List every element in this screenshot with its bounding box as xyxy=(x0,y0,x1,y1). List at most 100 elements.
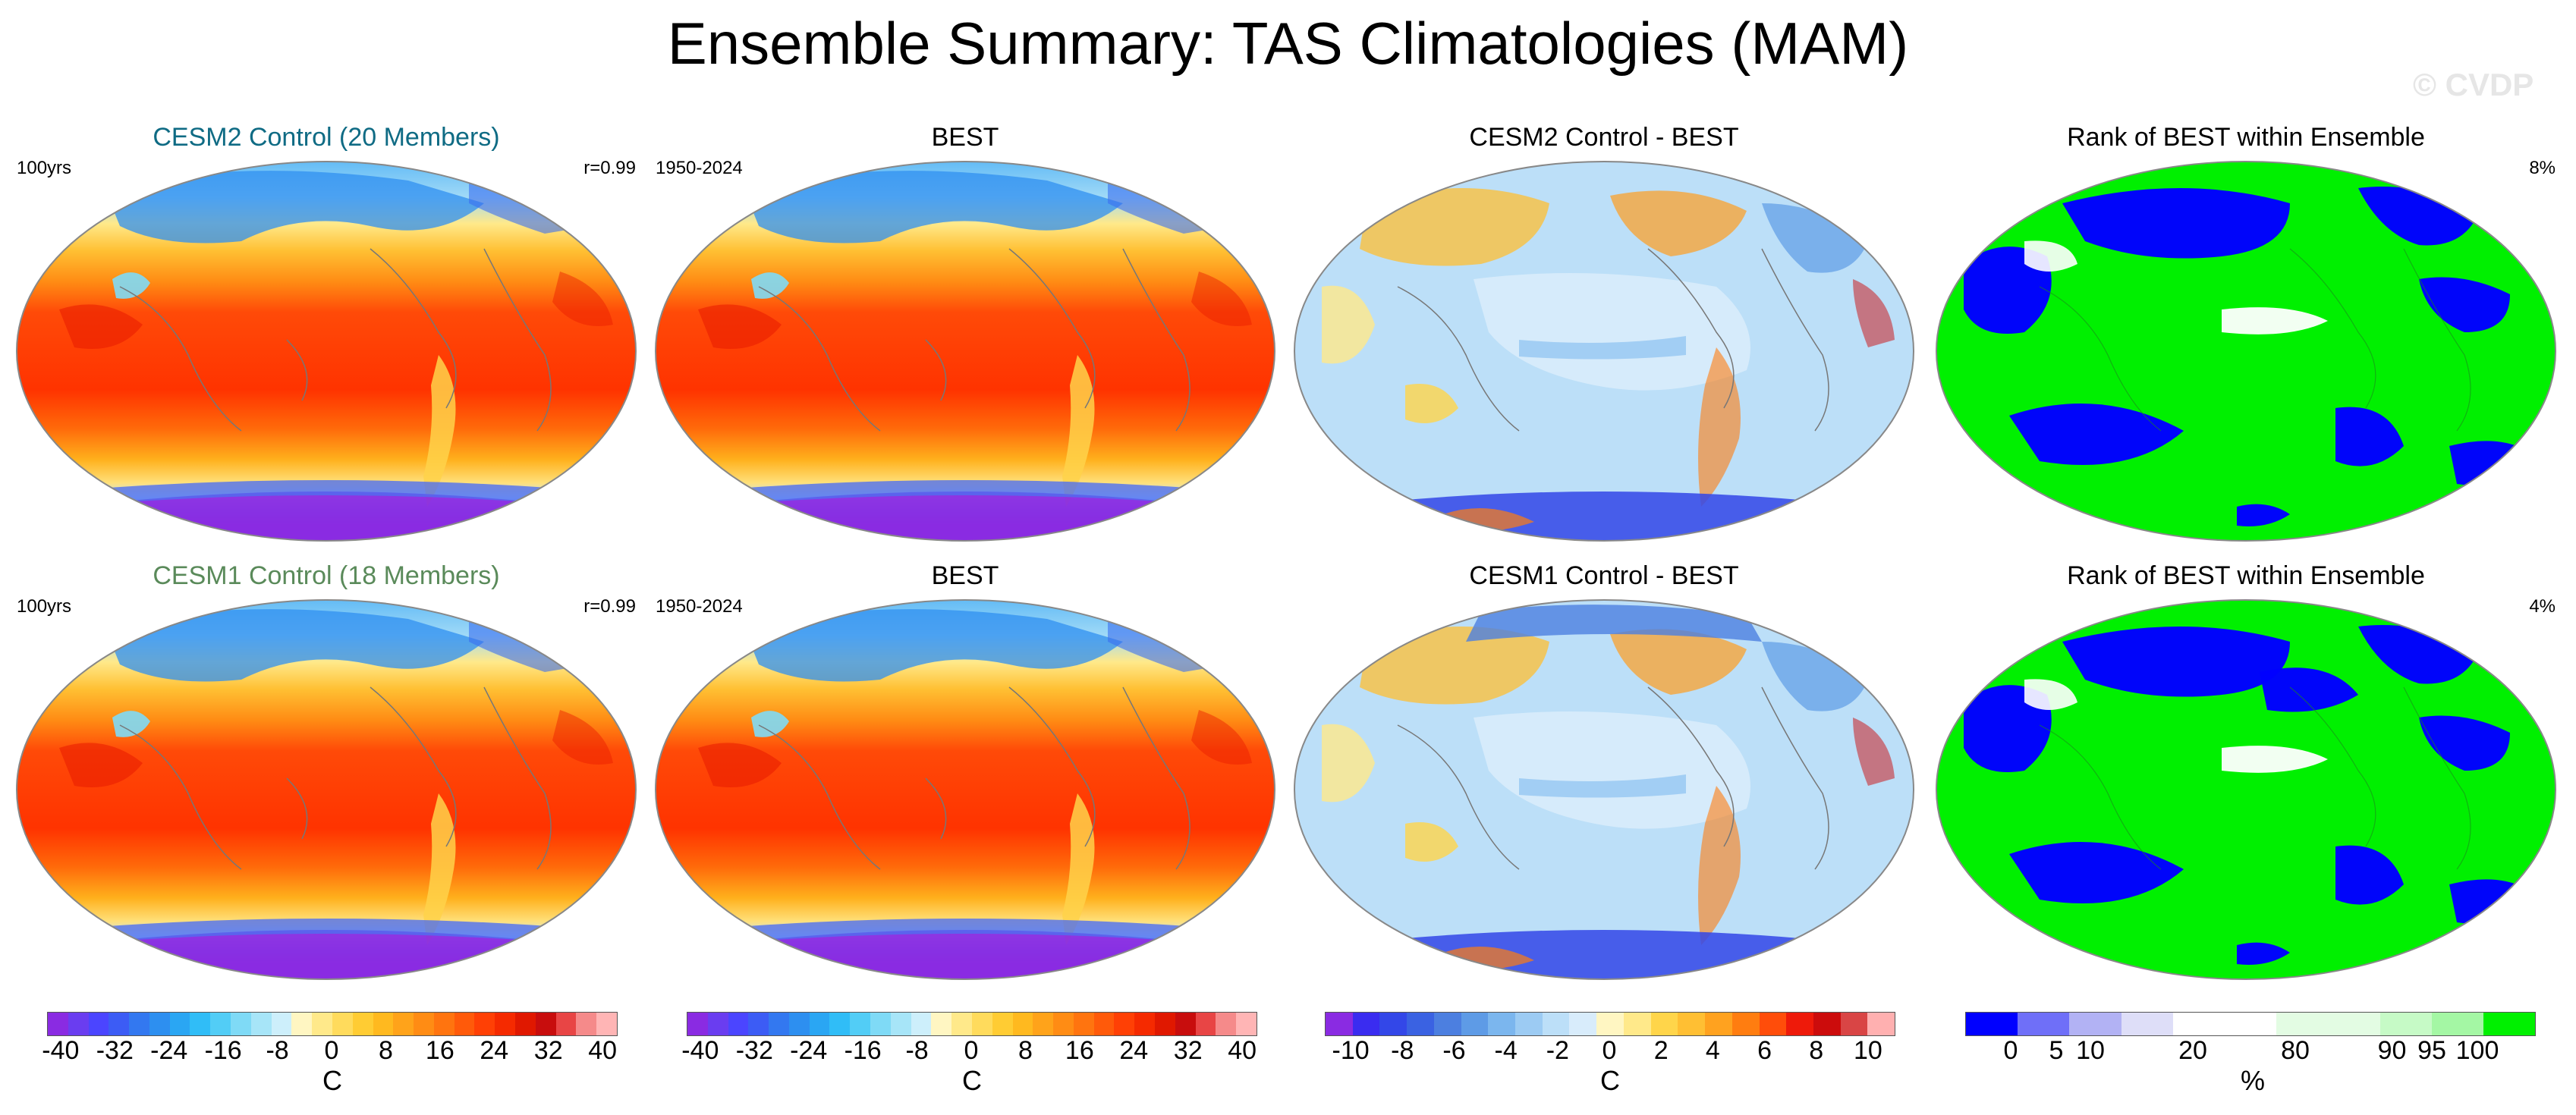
colorbar-swatch xyxy=(352,1013,373,1035)
colorbar-swatch xyxy=(728,1013,749,1035)
colorbar-swatch xyxy=(1433,1013,1461,1035)
panel-corner-left: 100yrs xyxy=(17,596,72,617)
colorbar-tick-label: 2 xyxy=(1653,1036,1669,1065)
colorbar-swatch xyxy=(1650,1013,1678,1035)
colorbar-tick-label: -6 xyxy=(1442,1036,1466,1065)
colorbar-swatch xyxy=(1759,1013,1787,1035)
colorbar-tick-label: -8 xyxy=(1391,1036,1414,1065)
colorbar-tick-label: 20 xyxy=(2178,1036,2207,1065)
colorbar-swatch xyxy=(870,1013,891,1035)
colorbar-swatch xyxy=(312,1013,332,1035)
colorbar-swatch xyxy=(1012,1013,1033,1035)
colorbar-swatch xyxy=(1073,1013,1094,1035)
colorbar-swatch xyxy=(1134,1013,1155,1035)
colorbar-swatch xyxy=(596,1013,617,1035)
colorbar-tick-label: -4 xyxy=(1494,1036,1518,1065)
colorbar-tick-label: 95 xyxy=(2417,1036,2446,1065)
colorbar-tick-label: 40 xyxy=(1228,1036,1257,1065)
colorbar-swatch xyxy=(1542,1013,1570,1035)
colorbar-swatch xyxy=(210,1013,231,1035)
colorbar-tick-label: 32 xyxy=(533,1036,563,1065)
colorbar-ticks: -40 -32 -24 -16 -8 0 8 16 24 32 40 xyxy=(42,1036,617,1069)
colorbar-swatch xyxy=(931,1013,952,1035)
colorbar-swatch xyxy=(1731,1013,1760,1035)
colorbar-swatch xyxy=(1352,1013,1380,1035)
colorbar-swatch xyxy=(393,1013,414,1035)
panel-title: CESM2 Control (20 Members) xyxy=(153,123,500,152)
colorbar-ticks: 0 5 10 20 80 90 95 100 xyxy=(1965,1036,2534,1069)
colorbar-tick-label: 0 xyxy=(2003,1036,2018,1065)
colorbar-swatch xyxy=(1569,1013,1597,1035)
colorbar-swatch xyxy=(373,1013,394,1035)
colorbar-swatch xyxy=(2172,1013,2225,1035)
colorbar-swatch xyxy=(1840,1013,1868,1035)
colorbar-swatch xyxy=(555,1013,577,1035)
colorbar-swatch xyxy=(68,1013,89,1035)
colorbar-swatch xyxy=(474,1013,495,1035)
colorbar-tick-label: -40 xyxy=(681,1036,719,1065)
colorbar-tick-label: 4 xyxy=(1705,1036,1720,1065)
colorbar-tick-label: -40 xyxy=(42,1036,80,1065)
colorbar-tick-label: 8 xyxy=(1018,1036,1033,1065)
colorbar-tick-label: -2 xyxy=(1546,1036,1569,1065)
colorbar-swatch xyxy=(1033,1013,1054,1035)
colorbar-swatch xyxy=(1195,1013,1216,1035)
colorbar-tick-label: 100 xyxy=(2455,1036,2499,1065)
colorbar-swatch xyxy=(433,1013,454,1035)
colorbar-swatch xyxy=(2379,1013,2432,1035)
colorbar-swatch xyxy=(2328,1013,2380,1035)
colorbar-swatch xyxy=(48,1013,68,1035)
colorbar-tick-label: -24 xyxy=(150,1036,188,1065)
colorbar-tick-label: 24 xyxy=(480,1036,509,1065)
panel-title: CESM1 Control - BEST xyxy=(1469,561,1739,590)
map-panel xyxy=(1936,599,2556,980)
colorbar-swatch xyxy=(414,1013,434,1035)
panel-corner-right: r=0.99 xyxy=(583,158,636,178)
colorbar-swatch xyxy=(788,1013,810,1035)
colorbar-swatch xyxy=(231,1013,251,1035)
panel-title: BEST xyxy=(931,561,999,590)
colorbar-tick-label: -32 xyxy=(735,1036,773,1065)
colorbar-tick-label: 90 xyxy=(2377,1036,2407,1065)
colorbar-tick-label: 32 xyxy=(1173,1036,1203,1065)
colorbar-swatch xyxy=(1705,1013,1732,1035)
colorbar-swatch xyxy=(850,1013,871,1035)
colorbar-swatch xyxy=(514,1013,536,1035)
panel-title: CESM1 Control (18 Members) xyxy=(153,561,500,590)
colorbar-swatch xyxy=(1053,1013,1074,1035)
colorbar-tick-label: -32 xyxy=(96,1036,134,1065)
colorbar-swatch xyxy=(535,1013,556,1035)
colorbar-unit: % xyxy=(2241,1065,2266,1096)
colorbar-swatch xyxy=(829,1013,851,1035)
colorbar xyxy=(1965,1012,2536,1036)
colorbar-swatch xyxy=(454,1013,475,1035)
colorbar-unit: C xyxy=(1600,1065,1620,1096)
colorbar-tick-label: 0 xyxy=(964,1036,979,1065)
colorbar-swatch xyxy=(250,1013,272,1035)
colorbar xyxy=(47,1012,618,1036)
colorbar-swatch xyxy=(769,1013,789,1035)
watermark: © CVDP xyxy=(2413,67,2534,102)
colorbar-swatch xyxy=(809,1013,830,1035)
panel-title: Rank of BEST within Ensemble xyxy=(2067,123,2425,152)
colorbar-unit: C xyxy=(962,1065,982,1096)
colorbar-swatch xyxy=(190,1013,211,1035)
colorbar-tick-label: -16 xyxy=(204,1036,242,1065)
colorbar-tick-label: 16 xyxy=(1065,1036,1094,1065)
panel-corner-left: 1950-2024 xyxy=(656,158,743,178)
colorbar-swatch xyxy=(1596,1013,1624,1035)
colorbar-swatch xyxy=(2483,1013,2536,1035)
panel-corner-right: r=0.99 xyxy=(583,596,636,617)
colorbar-swatch xyxy=(169,1013,190,1035)
colorbar-swatch xyxy=(271,1013,292,1035)
colorbar-tick-label: -8 xyxy=(905,1036,929,1065)
colorbar-swatch xyxy=(2069,1013,2122,1035)
colorbar-swatch xyxy=(576,1013,597,1035)
colorbar-swatch xyxy=(1488,1013,1516,1035)
colorbar-tick-label: -16 xyxy=(844,1036,882,1065)
colorbar-swatch xyxy=(2224,1013,2277,1035)
colorbar-swatch xyxy=(748,1013,769,1035)
colorbar-swatch xyxy=(1407,1013,1434,1035)
panel-corner-left: 1950-2024 xyxy=(656,596,743,617)
colorbar-swatch xyxy=(992,1013,1013,1035)
